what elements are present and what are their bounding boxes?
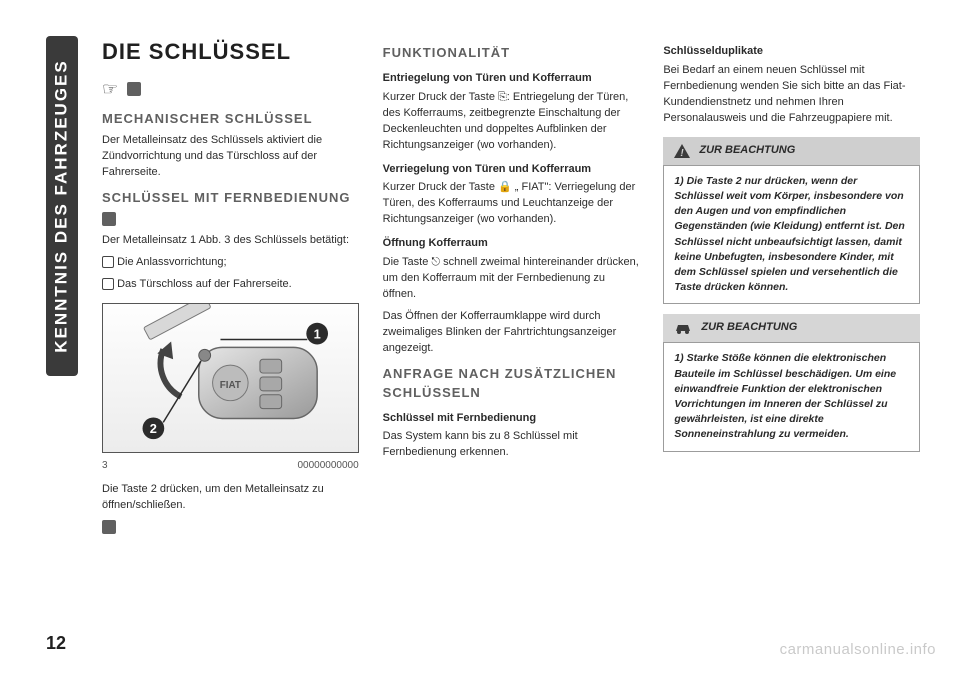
heading-remote-key: SCHLÜSSEL MIT FERNBEDIENUNG xyxy=(102,189,359,208)
para-mechanical-key: Der Metalleinsatz des Schlüssels aktivie… xyxy=(102,133,359,181)
page-title: DIE SCHLÜSSEL xyxy=(102,36,359,68)
notice-2-body: 1) Starke Stöße können die elektronische… xyxy=(663,342,920,451)
bullet-icon xyxy=(102,278,114,290)
svg-text:FIAT: FIAT xyxy=(220,380,241,391)
watermark: carmanualsonline.info xyxy=(780,641,936,658)
heading-key-remote: Schlüssel mit Fernbedienung xyxy=(383,411,640,427)
page-content: DIE SCHLÜSSEL ☞ MECHANISCHER SCHLÜSSEL D… xyxy=(102,36,920,638)
section-tab: KENNTNIS DES FAHRZEUGES xyxy=(46,36,78,376)
heading-duplicates: Schlüsselduplikate xyxy=(663,44,920,60)
key-figure: FIAT 1 xyxy=(102,303,359,453)
para-remote-intro: Der Metalleinsatz 1 Abb. 3 des Schlüssel… xyxy=(102,233,359,249)
para-duplicates: Bei Bedarf an einem neuen Schlüssel mit … xyxy=(663,63,920,127)
info-icon xyxy=(102,520,116,534)
notice-1-body: 1) Die Taste 2 nur drücken, wenn der Sch… xyxy=(663,165,920,305)
figure-number: 3 xyxy=(102,459,108,474)
column-1: DIE SCHLÜSSEL ☞ MECHANISCHER SCHLÜSSEL D… xyxy=(102,36,359,638)
svg-text:1: 1 xyxy=(314,327,321,342)
figure-code: 00000000000 xyxy=(297,459,358,474)
notice-2-title: ZUR BEACHTUNG xyxy=(701,320,797,336)
figure-caption: 3 00000000000 xyxy=(102,459,359,474)
page-number: 12 xyxy=(46,633,66,654)
heading-extra-keys: ANFRAGE NACH ZUSÄTZLICHEN SCHLÜSSELN xyxy=(383,365,640,403)
caution-car-icon xyxy=(673,321,693,335)
svg-text:2: 2 xyxy=(150,421,157,436)
heading-unlock: Entriegelung von Türen und Kofferraum xyxy=(383,71,640,87)
column-2: FUNKTIONALITÄT Entriegelung von Türen un… xyxy=(383,36,640,638)
para-trunk-1: Die Taste ⎋ schnell zweimal hintereinand… xyxy=(383,255,640,303)
manual-page: KENNTNIS DES FAHRZEUGES DIE SCHLÜSSEL ☞ … xyxy=(0,0,960,678)
notice-1-title: ZUR BEACHTUNG xyxy=(699,143,795,159)
heading-mechanical-key: MECHANISCHER SCHLÜSSEL xyxy=(102,110,359,129)
column-3: Schlüsselduplikate Bei Bedarf an einem n… xyxy=(663,36,920,638)
para-trunk-2: Das Öffnen der Kofferraumklappe wird dur… xyxy=(383,309,640,357)
heading-functionality: FUNKTIONALITÄT xyxy=(383,44,640,63)
para-unlock: Kurzer Druck der Taste ⎘: Entriegelung d… xyxy=(383,90,640,154)
notice-2-header: ZUR BEACHTUNG xyxy=(663,314,920,342)
para-press-button: Die Taste 2 drücken, um den Metalleinsat… xyxy=(102,482,359,514)
heading-lock: Verriegelung von Türen und Kofferraum xyxy=(383,162,640,178)
ref-box-icon xyxy=(127,82,141,96)
bullet-icon xyxy=(102,256,114,268)
para-key-remote: Das System kann bis zu 8 Schlüssel mit F… xyxy=(383,429,640,461)
section-tab-label: KENNTNIS DES FAHRZEUGES xyxy=(52,59,72,352)
warning-triangle-icon: ! xyxy=(673,143,691,159)
pointer-icon: ☞ xyxy=(102,76,118,102)
notice-1-header: ! ZUR BEACHTUNG xyxy=(663,137,920,165)
list-item-ignition: Die Anlassvorrichtung; xyxy=(117,256,226,268)
heading-trunk: Öffnung Kofferraum xyxy=(383,236,640,252)
para-lock: Kurzer Druck der Taste 🔒 „ FIAT": Verrie… xyxy=(383,180,640,228)
list-item-doorlock: Das Türschloss auf der Fahrerseite. xyxy=(117,278,292,290)
info-icon xyxy=(102,212,116,226)
